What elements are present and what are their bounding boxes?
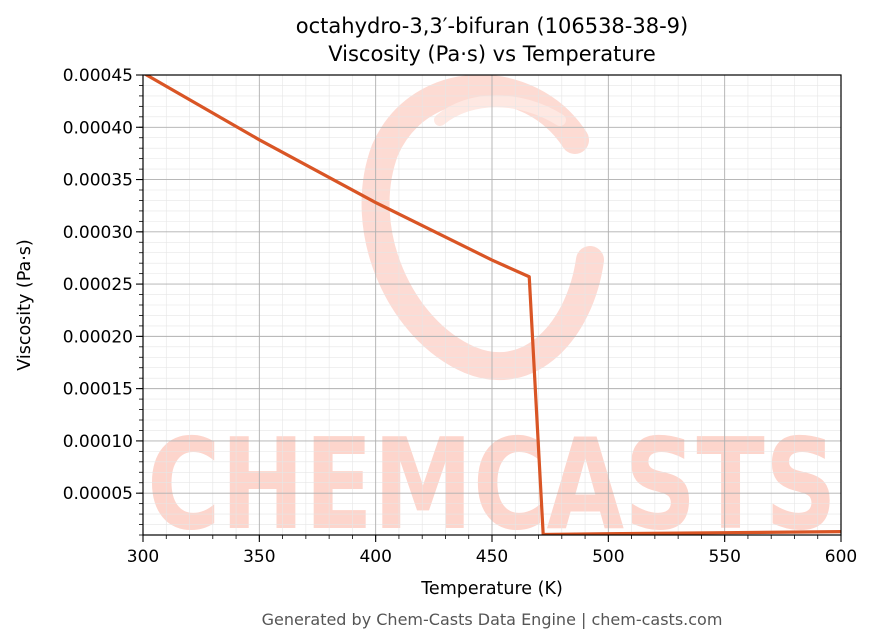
x-tick-label: 600	[825, 547, 857, 567]
y-tick-label: 0.00020	[63, 327, 133, 347]
x-tick-label: 550	[708, 547, 740, 567]
y-tick-label: 0.00040	[63, 118, 133, 138]
y-tick-label: 0.00045	[63, 66, 133, 86]
x-tick-label: 350	[243, 547, 275, 567]
y-tick-label: 0.00030	[63, 223, 133, 243]
watermark-logo	[361, 74, 604, 380]
x-axis-tick-labels: 300 350 400 450 500 550 600	[127, 547, 857, 567]
y-axis-label: Viscosity (Pa·s)	[15, 239, 35, 370]
x-axis-ticks	[142, 535, 842, 542]
chart-title: octahydro-3,3′-bifuran (106538-38-9)	[296, 14, 688, 38]
y-tick-label: 0.00025	[63, 275, 133, 295]
y-tick-label: 0.00005	[63, 484, 133, 504]
x-axis-label: Temperature (K)	[420, 579, 563, 599]
x-tick-label: 450	[476, 547, 508, 567]
x-tick-label: 300	[127, 547, 159, 567]
x-tick-label: 400	[359, 547, 391, 567]
x-tick-label: 500	[592, 547, 624, 567]
y-axis-ticks	[136, 74, 143, 536]
y-axis-tick-labels: 0.00005 0.00010 0.00015 0.00020 0.00025 0.000…	[63, 66, 133, 504]
y-tick-label: 0.00035	[63, 171, 133, 191]
y-tick-label: 0.00015	[63, 380, 133, 400]
footer-credit: Generated by Chem-Casts Data Engine | ch…	[262, 610, 723, 629]
chart-subtitle: Viscosity (Pa·s) vs Temperature	[328, 42, 656, 66]
series-layer	[143, 75, 841, 535]
y-tick-label: 0.00010	[63, 432, 133, 452]
